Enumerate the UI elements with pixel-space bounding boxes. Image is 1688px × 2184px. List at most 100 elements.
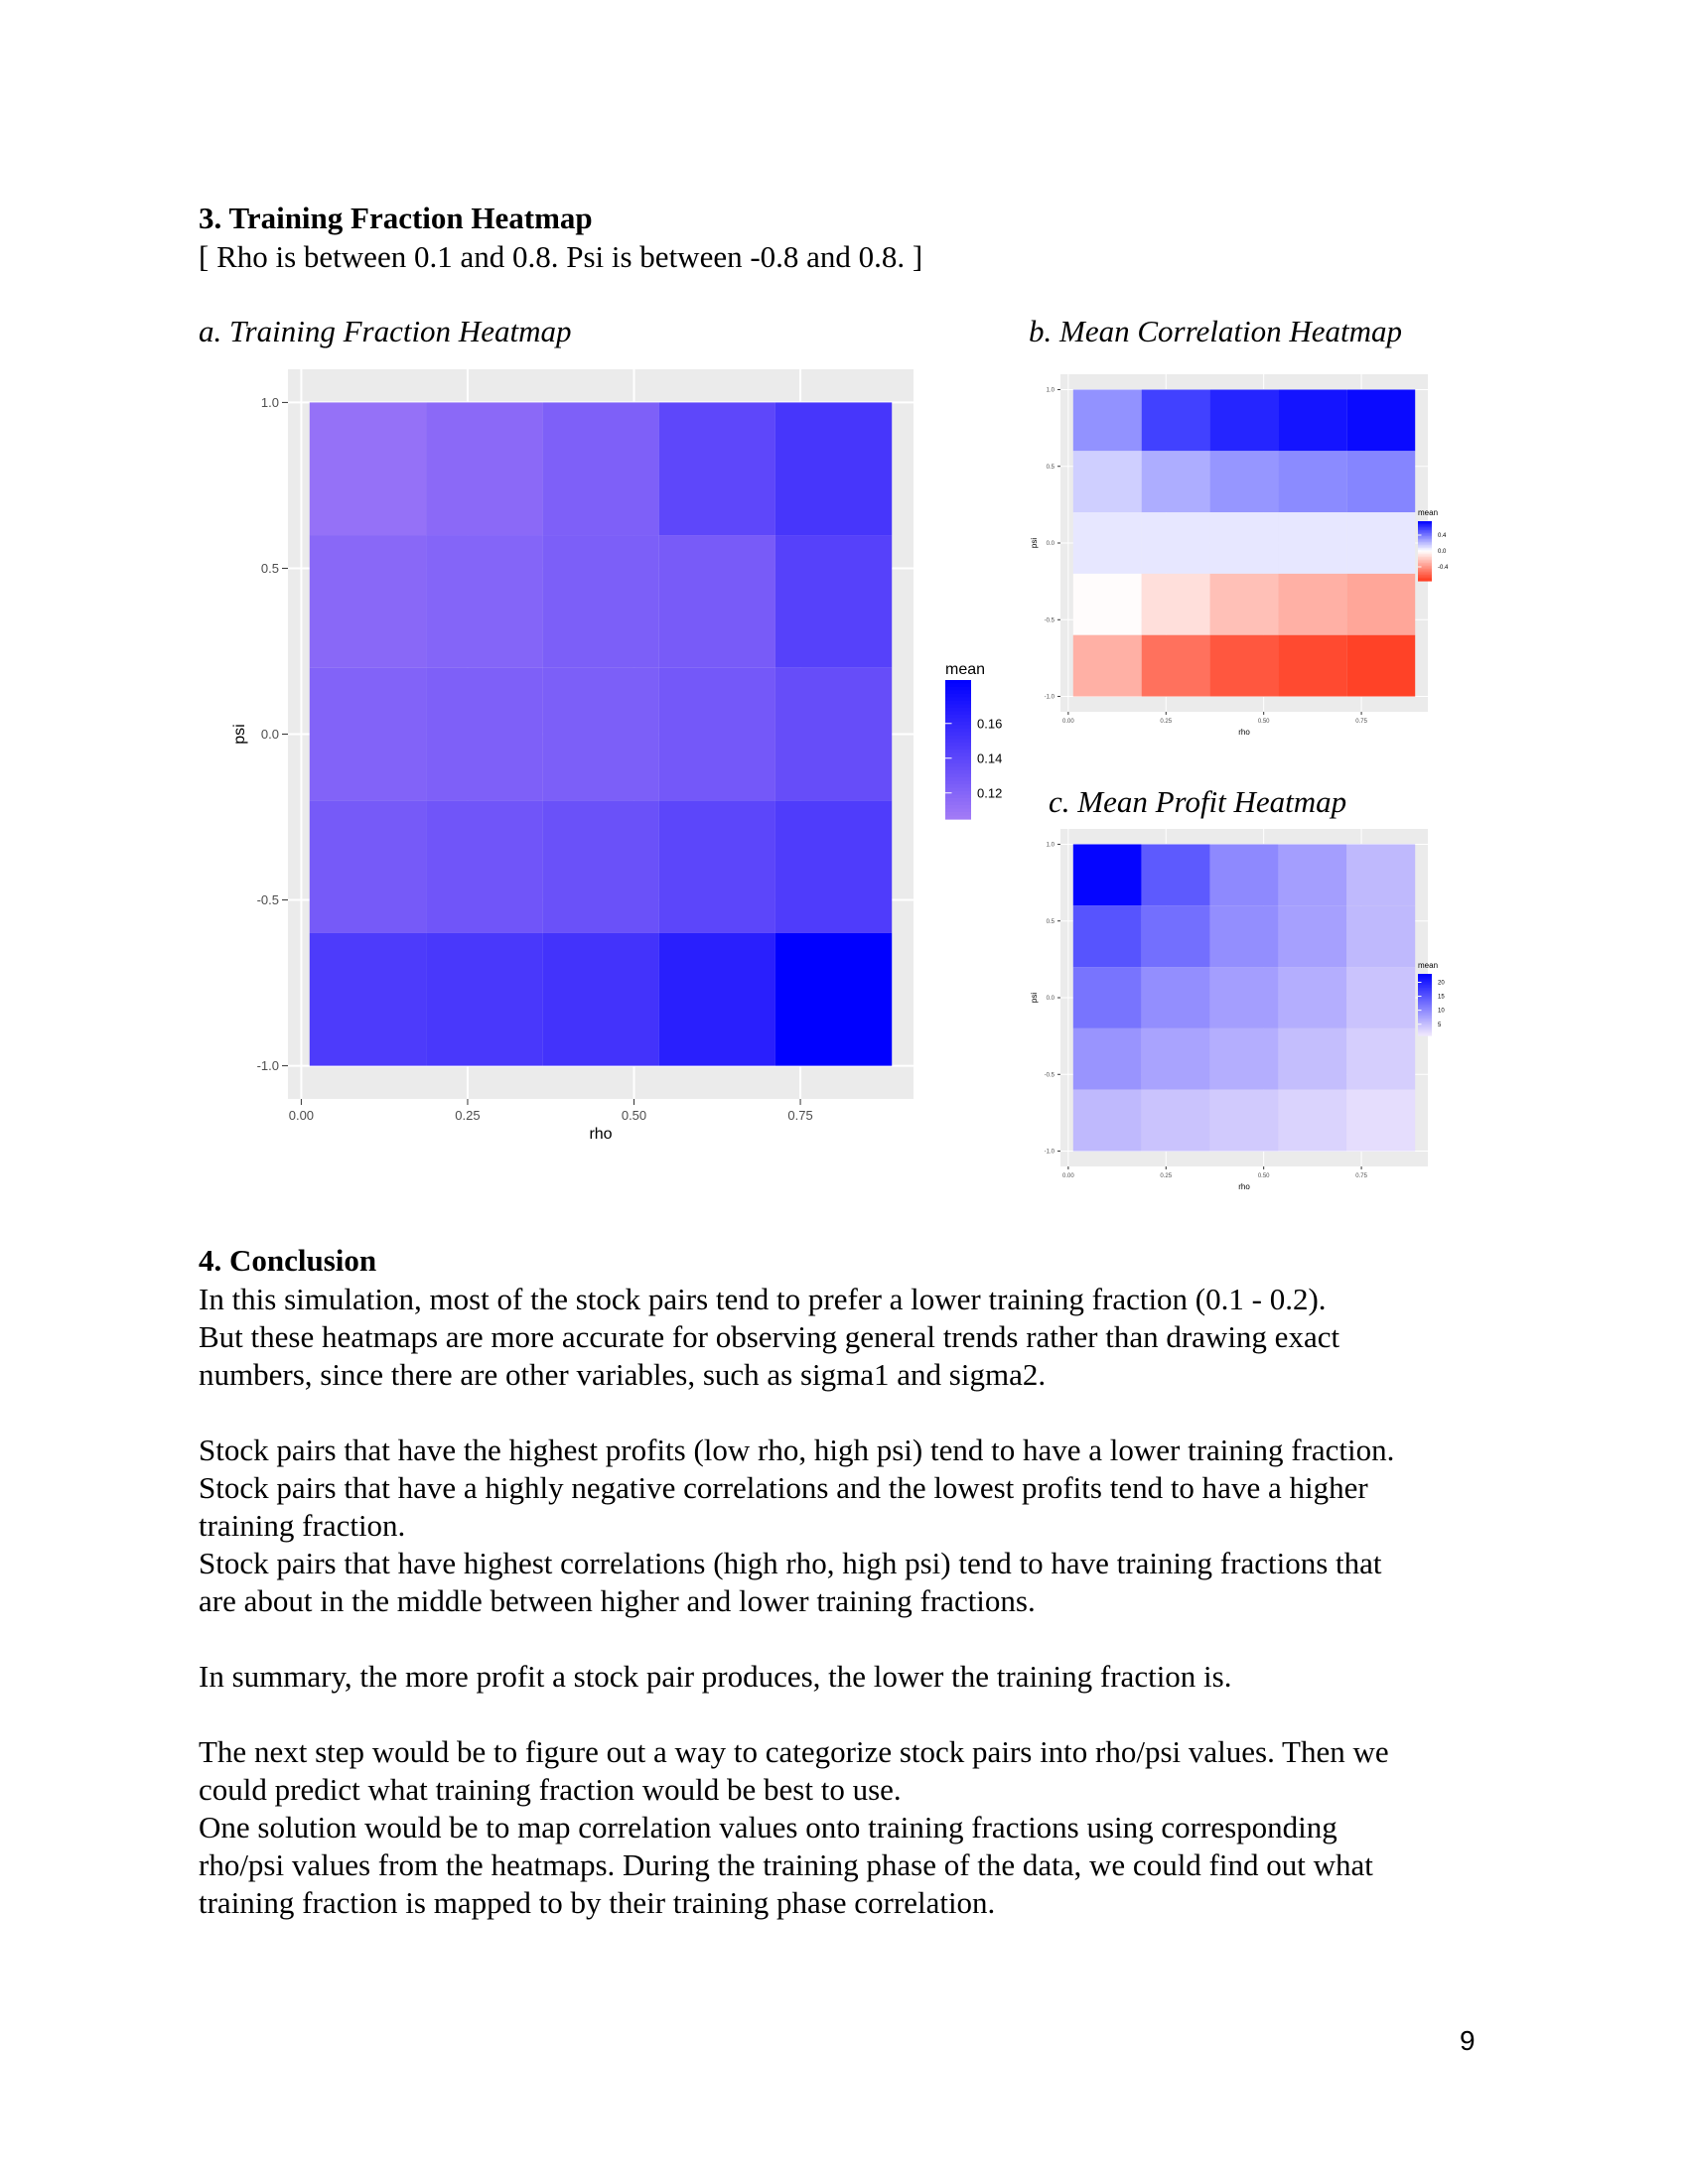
legend-tick-label: 0.14 — [977, 751, 1002, 765]
heatmap-tile — [1209, 967, 1279, 1028]
heatmap-tile — [1209, 573, 1279, 635]
legend-swatch — [1418, 530, 1432, 533]
legend-swatch — [1418, 1000, 1432, 1003]
y-tick-label: -0.5 — [1045, 617, 1055, 623]
legend-title: mean — [945, 661, 985, 678]
legend-swatch — [1418, 539, 1432, 542]
legend-swatch — [1418, 549, 1432, 552]
heatmap-tile — [1278, 1089, 1347, 1152]
legend-swatch — [1418, 540, 1432, 543]
legend-swatch — [1418, 1027, 1432, 1030]
heatmap-tile — [1072, 844, 1142, 906]
heatmap-tile — [542, 800, 659, 933]
legend-swatch — [1418, 989, 1432, 992]
y-tick-label: 0.5 — [261, 561, 279, 576]
legend-swatch — [945, 732, 971, 737]
heatmap-tile — [1072, 389, 1142, 452]
legend-swatch — [945, 704, 971, 709]
legend-swatch — [1418, 1008, 1432, 1011]
legend-swatch — [945, 736, 971, 741]
heatmap-tile — [658, 535, 775, 668]
legend-swatch — [1418, 1030, 1432, 1033]
legend-swatch — [1418, 983, 1432, 986]
heatmap-tile — [1141, 512, 1210, 574]
conclusion-line: Stock pairs that have the highest profit… — [199, 1433, 1395, 1467]
legend-swatch — [1418, 991, 1432, 994]
y-tick-label: 0.5 — [1047, 465, 1055, 471]
legend-swatch — [945, 815, 971, 820]
heatmap-tile — [1278, 1027, 1347, 1090]
heatmap-tile — [774, 932, 893, 1066]
legend-swatch — [1418, 579, 1432, 582]
legend-swatch — [1418, 1022, 1432, 1024]
legend-swatch — [1418, 561, 1432, 564]
heatmap-tile — [658, 402, 775, 536]
legend-swatch — [945, 773, 971, 778]
legend-swatch — [945, 750, 971, 754]
legend-swatch — [1418, 534, 1432, 537]
heatmap-tile — [1072, 1027, 1142, 1090]
legend-swatch — [945, 701, 971, 706]
conclusion-line: In this simulation, most of the stock pa… — [199, 1282, 1327, 1316]
legend-swatch — [1418, 521, 1432, 524]
legend-swatch — [1418, 1009, 1432, 1012]
x-tick-label: 0.00 — [289, 1108, 314, 1123]
legend-swatch — [1418, 564, 1432, 567]
legend-swatch — [1418, 558, 1432, 561]
legend-swatch — [945, 725, 971, 730]
legend-swatch — [945, 791, 971, 796]
legend-swatch — [1418, 557, 1432, 560]
heatmap-tile — [426, 402, 543, 536]
legend-swatch — [1418, 984, 1432, 987]
legend-tick-label: 20 — [1438, 981, 1445, 987]
heatmap-tile — [542, 535, 659, 668]
heatmap-tile — [1072, 573, 1142, 635]
caption-a: a. Training Fraction Heatmap — [199, 314, 572, 348]
heatmap-tile — [542, 932, 659, 1066]
legend-swatch — [1418, 552, 1432, 555]
y-tick-label: 1.0 — [261, 395, 279, 410]
legend-swatch — [1418, 563, 1432, 566]
x-axis-label: rho — [1238, 1182, 1250, 1191]
x-tick-label: 0.25 — [455, 1108, 480, 1123]
caption-c: c. Mean Profit Heatmap — [1049, 784, 1347, 819]
legend-swatch — [1418, 997, 1432, 1000]
heatmap-tile — [1141, 905, 1210, 968]
legend-title: mean — [1418, 508, 1438, 517]
legend-swatch — [1418, 1003, 1432, 1006]
legend-swatch — [945, 780, 971, 785]
legend-swatch — [1418, 536, 1432, 539]
heatmap-tile — [1346, 1089, 1416, 1152]
x-axis-label: rho — [589, 1126, 612, 1143]
heatmap-tile — [1346, 905, 1416, 968]
conclusion-line: One solution would be to map correlation… — [199, 1810, 1337, 1844]
heatmap-tile — [1141, 634, 1210, 697]
legend-swatch — [945, 759, 971, 764]
conclusion-line: The next step would be to figure out a w… — [199, 1734, 1389, 1769]
legend-swatch — [945, 743, 971, 748]
legend-swatch — [945, 801, 971, 806]
legend-swatch — [1418, 992, 1432, 995]
conclusion-line: Stock pairs that have a highly negative … — [199, 1470, 1368, 1505]
legend-swatch — [945, 766, 971, 771]
conclusion-line: training fraction is mapped to by their … — [199, 1885, 996, 1920]
heatmap-tile — [542, 667, 659, 801]
conclusion-line: In summary, the more profit a stock pair… — [199, 1659, 1232, 1694]
y-axis-label: psi — [231, 724, 248, 744]
heatmap-tile — [1278, 634, 1347, 697]
legend-swatch — [945, 812, 971, 817]
legend-tick-label: 10 — [1438, 1009, 1445, 1015]
heatmap-tile — [1209, 451, 1279, 513]
heatmap-tile — [1141, 1089, 1210, 1152]
legend-swatch — [1418, 573, 1432, 576]
legend-swatch — [1418, 531, 1432, 534]
legend-swatch — [1418, 548, 1432, 551]
mean-correlation-heatmap: 0.00 0.25 0.50 0.75 1.0 0.5 0.0 -0.5 -1.0 rho psi m… — [1030, 374, 1449, 737]
legend-swatch — [1418, 1012, 1432, 1015]
training-fraction-heatmap: 0.00 0.25 0.50 0.75 1.0 0.5 0.0 -0.5 -1.0 rho psi m… — [231, 369, 1002, 1143]
legend-swatch — [1418, 1015, 1432, 1018]
legend-swatch — [1418, 575, 1432, 578]
heatmap-tile — [1141, 1027, 1210, 1090]
heatmap-tile — [1141, 573, 1210, 635]
y-tick-label: 0.0 — [1047, 541, 1055, 547]
